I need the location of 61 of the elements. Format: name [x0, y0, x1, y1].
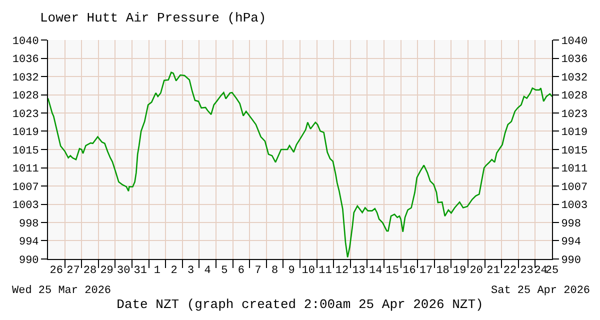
x-tick-label: 23: [520, 265, 534, 278]
y2-tick-label: 1040: [561, 36, 588, 48]
y2-tick-label: 1028: [561, 90, 588, 103]
x-tick-label: 4: [204, 265, 212, 278]
y2-tick-label: 994: [561, 236, 582, 249]
x-tick-label: 26: [50, 265, 63, 278]
x-tick-label: 27: [66, 265, 80, 278]
y2-tick-label: 1011: [561, 164, 588, 176]
y2-tick-label: 1007: [561, 182, 588, 194]
y-tick-label: 1023: [12, 108, 39, 121]
y2-tick-label: 1015: [561, 145, 588, 158]
y-tick-label: 1003: [12, 200, 39, 212]
x-tick-label: 13: [352, 265, 366, 278]
x-tick-label: 6: [238, 265, 245, 278]
y-tick-label: 1015: [12, 145, 39, 158]
x-tick-label: 9: [288, 265, 295, 278]
x-tick-label: 21: [486, 265, 500, 278]
x-tick-label: 15: [386, 265, 399, 278]
y2-tick-label: 1036: [561, 54, 588, 66]
x-axis-title: Date NZT (graph created 2:00am 25 Apr 2026 NZT): [116, 296, 484, 312]
y2-tick-label: 990: [561, 254, 582, 267]
x-tick-label: 7: [254, 265, 262, 278]
x-tick-label: 3: [187, 265, 194, 278]
x-tick-label: 1: [154, 265, 161, 278]
y2-tick-label: 1023: [561, 108, 588, 121]
x-tick-label: 12: [335, 265, 349, 278]
y-tick-label: 1019: [12, 127, 39, 140]
y-tick-label: 994: [18, 236, 40, 249]
x-tick-label: 14: [369, 265, 383, 278]
y-tick-label: 1032: [12, 72, 39, 84]
y-tick-label: 990: [18, 254, 39, 267]
x-tick-label: 20: [470, 265, 483, 278]
x-tick-label: 22: [503, 265, 517, 278]
y-tick-label: 1011: [12, 164, 40, 176]
y-tick-label: 1007: [12, 182, 39, 194]
x-tick-label: 28: [83, 265, 97, 278]
x-tick-label: 11: [318, 265, 332, 278]
x-tick-label: 8: [271, 265, 278, 278]
x-tick-label: 18: [436, 265, 450, 278]
x-tick-label: 19: [453, 265, 466, 278]
x-tick-label: 17: [419, 265, 433, 278]
x-tick-label: 16: [402, 265, 416, 278]
y-tick-label: 998: [18, 218, 39, 230]
x-tick-label: 2: [170, 265, 178, 278]
x-tick-label: 5: [221, 265, 228, 278]
x-tick-label: 31: [134, 265, 148, 278]
y2-tick-label: 1032: [561, 72, 588, 84]
x-tick-label: 29: [100, 265, 114, 278]
y-tick-label: 1040: [12, 36, 39, 48]
y2-tick-label: 1019: [561, 127, 588, 140]
y2-tick-label: 1003: [561, 200, 588, 212]
text: Sat 25 Apr 2026: [491, 285, 590, 297]
y-tick-label: 1036: [12, 54, 39, 66]
chart-title: Lower Hutt Air Pressure (hPa): [40, 10, 266, 26]
x-tick-label: 10: [302, 265, 315, 278]
x-tick-label: 30: [117, 265, 130, 278]
text: Wed 25 Mar 2026: [12, 285, 112, 297]
y2-tick-label: 998: [561, 218, 582, 230]
x-tick-label: 25: [545, 265, 559, 278]
x-tick-label: 24: [534, 265, 548, 278]
y-tick-label: 1028: [12, 90, 39, 103]
